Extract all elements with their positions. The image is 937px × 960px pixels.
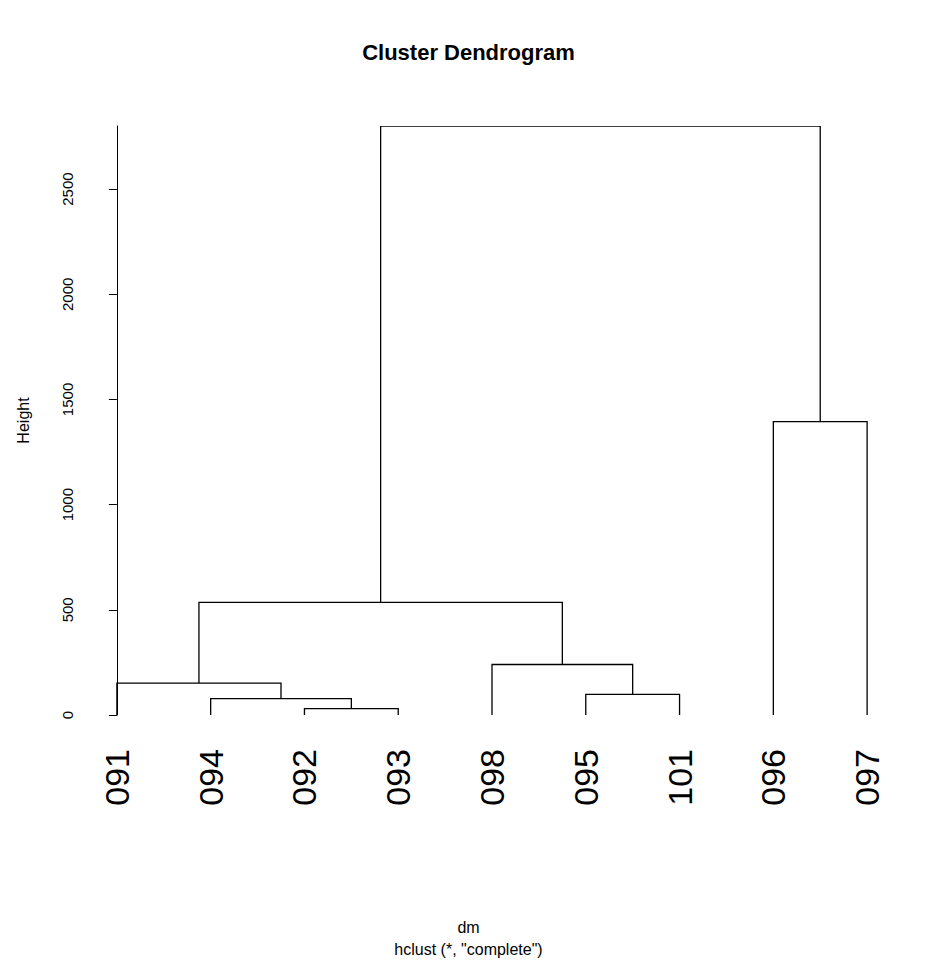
svg-text:dm: dm [457, 919, 479, 936]
svg-text:Cluster Dendrogram: Cluster Dendrogram [362, 40, 575, 65]
svg-text:094: 094 [192, 749, 230, 806]
svg-text:1000: 1000 [59, 488, 76, 521]
svg-text:2000: 2000 [59, 278, 76, 311]
svg-text:092: 092 [285, 749, 323, 806]
svg-text:2500: 2500 [59, 172, 76, 205]
svg-text:1500: 1500 [59, 383, 76, 416]
svg-text:093: 093 [379, 749, 417, 806]
svg-text:Height: Height [15, 397, 32, 444]
svg-text:098: 098 [473, 749, 511, 806]
svg-text:095: 095 [567, 749, 605, 806]
svg-text:0: 0 [59, 711, 76, 719]
svg-text:hclust (*, "complete"): hclust (*, "complete") [394, 941, 542, 958]
svg-text:097: 097 [848, 749, 886, 806]
svg-text:096: 096 [754, 749, 792, 806]
svg-text:500: 500 [59, 597, 76, 622]
svg-text:101: 101 [661, 749, 699, 806]
svg-text:091: 091 [98, 749, 136, 806]
